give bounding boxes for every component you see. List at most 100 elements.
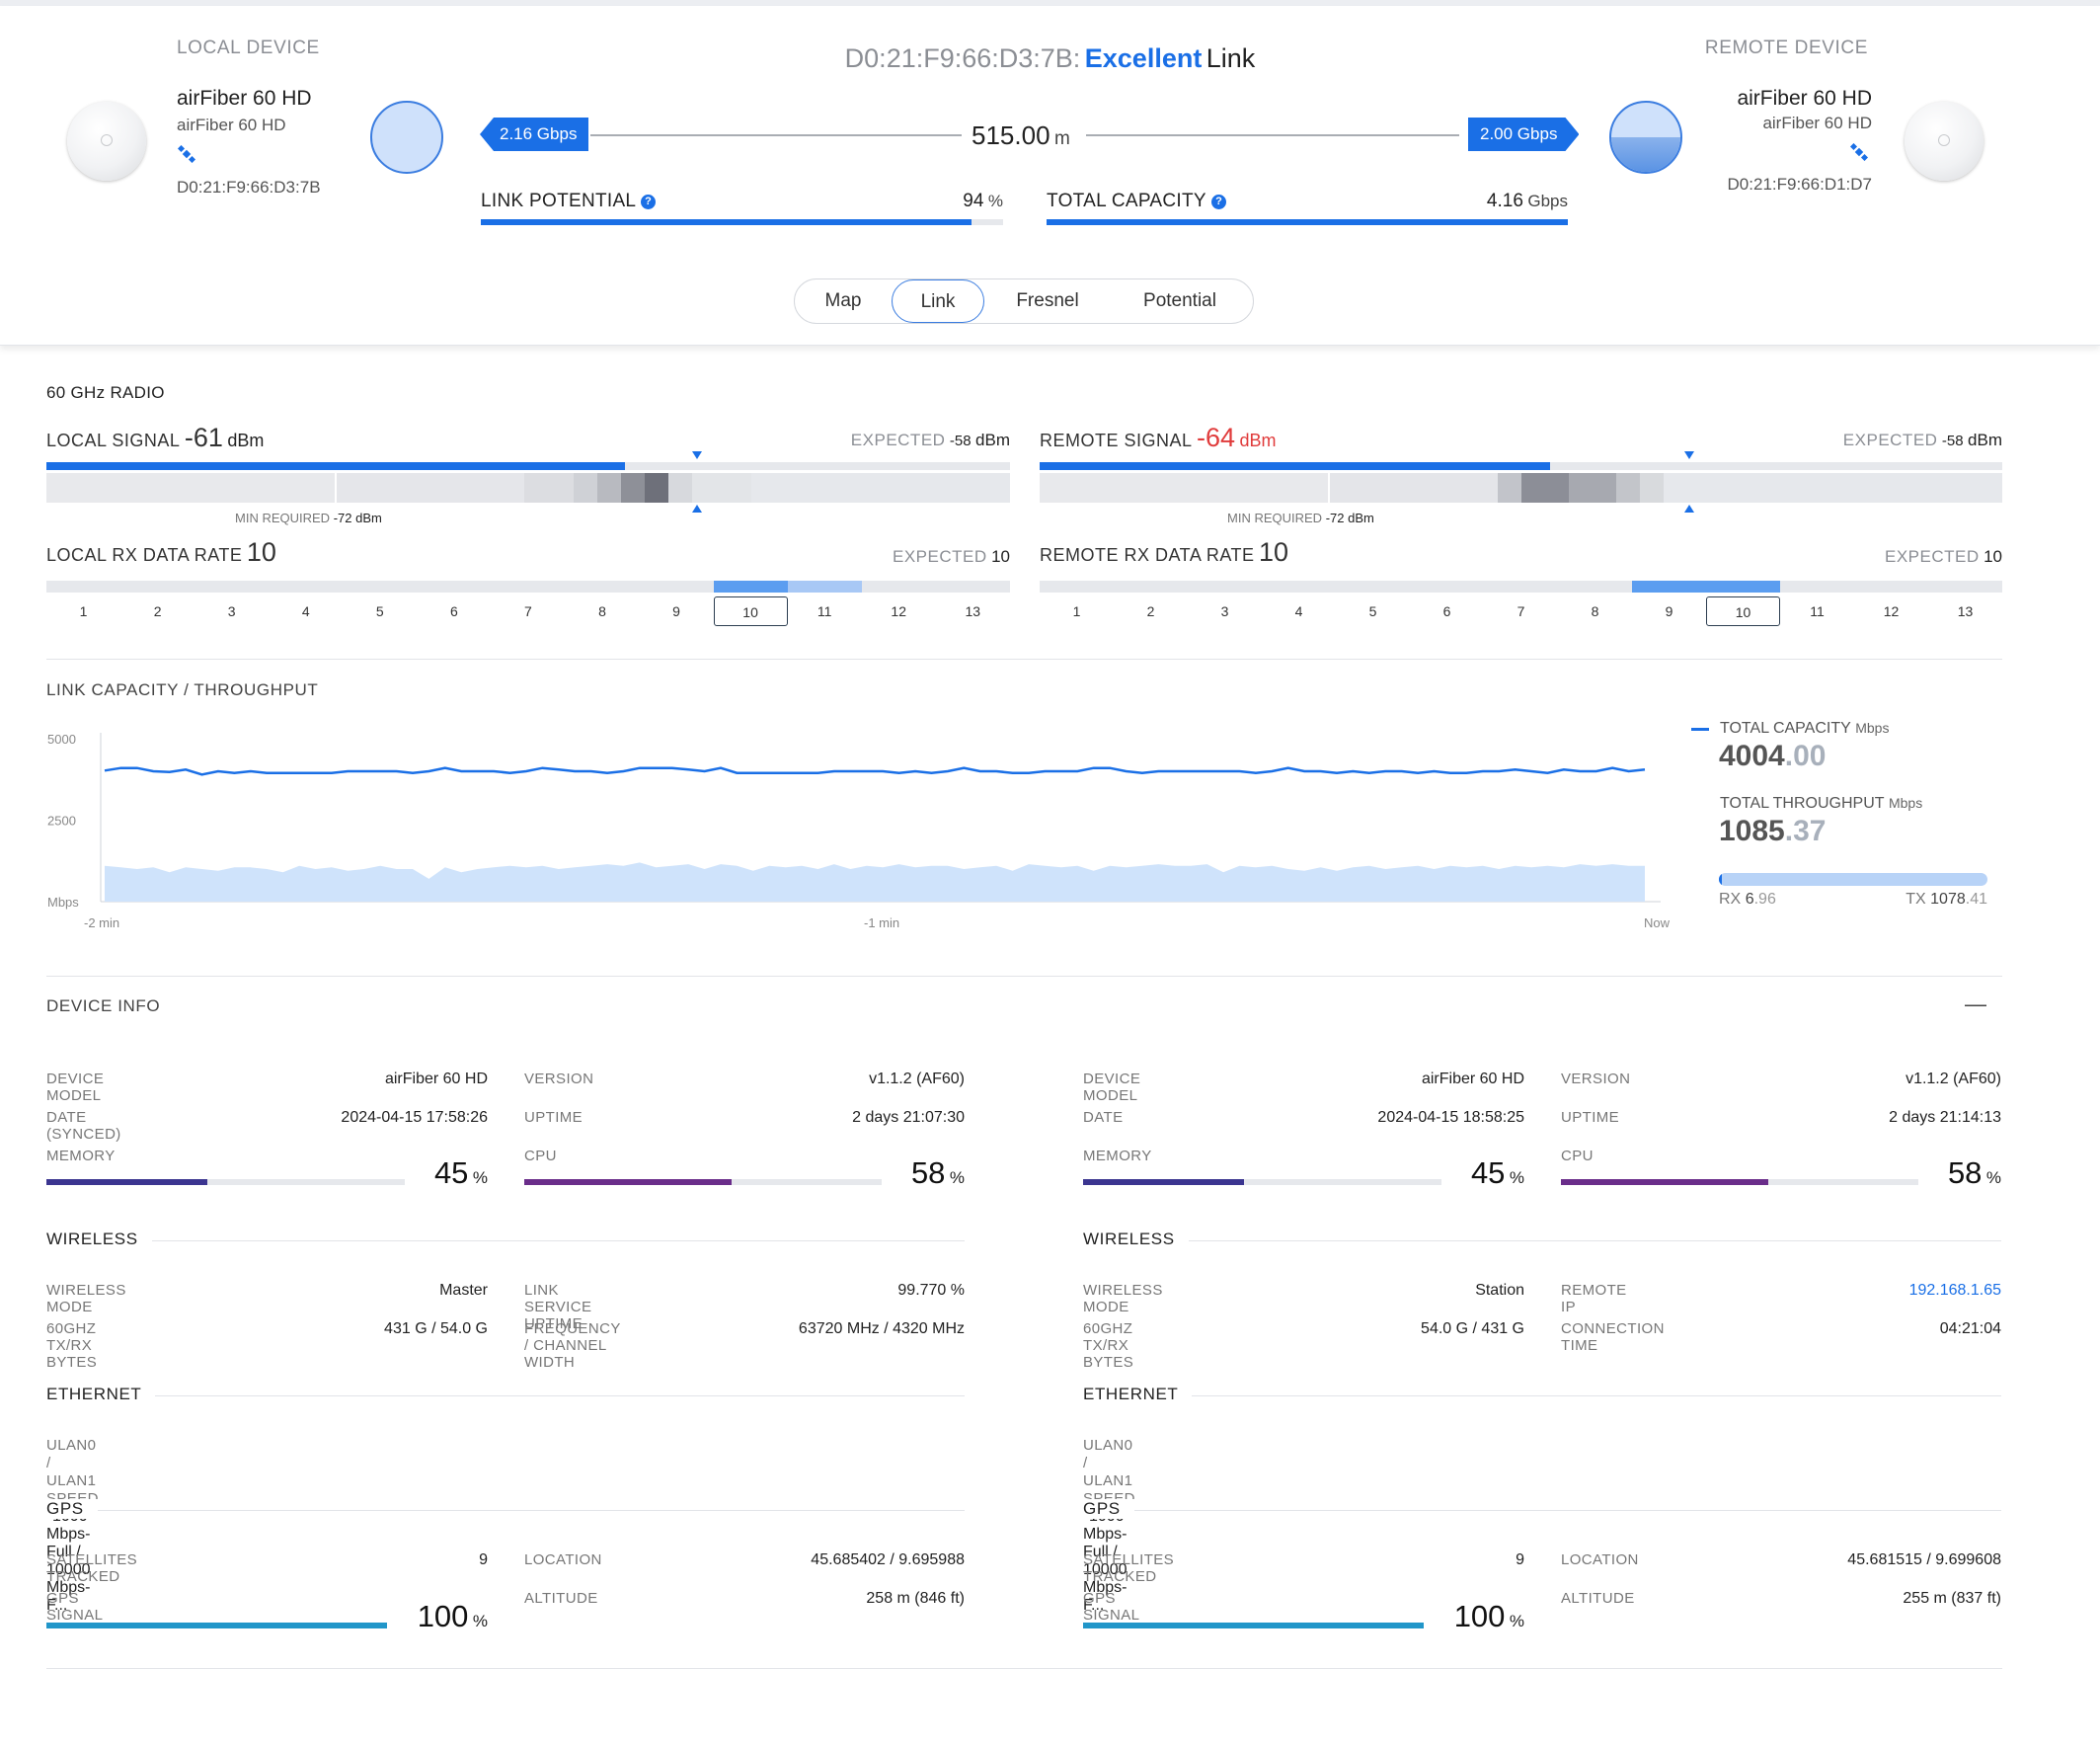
- local-signal-value: -61: [184, 423, 223, 452]
- info-row2-value: 04:21:04: [1939, 1320, 2001, 1337]
- remote-device-heading: REMOTE DEVICE: [1704, 38, 1868, 58]
- tab-potential[interactable]: Potential: [1143, 290, 1216, 311]
- rate-tick: 6: [449, 603, 458, 619]
- uptime-label: UPTIME: [1561, 1109, 1620, 1126]
- remote-rx-track: [1040, 581, 2002, 593]
- rate-tick: 13: [1957, 603, 1974, 619]
- ethernet-title: ETHERNET: [1083, 1385, 1193, 1404]
- info-row1-value: 192.168.1.65: [1908, 1282, 2001, 1299]
- gps-signal-value: 100: [417, 1599, 469, 1633]
- heat-cell: [1328, 473, 1330, 503]
- tab-map[interactable]: Map: [824, 290, 862, 311]
- total-capacity-track: [1047, 219, 1568, 225]
- date-value: 2024-04-15 18:58:25: [1377, 1109, 1524, 1126]
- link-potential-readout: 94 %: [481, 191, 1003, 212]
- collapse-icon[interactable]: —: [1965, 992, 1986, 1016]
- throughput-int: 1085: [1719, 815, 1785, 847]
- gps-signal-readout: 100 %: [46, 1599, 488, 1634]
- satellites-label: SATELLITES TRACKED: [46, 1551, 138, 1585]
- total-capacity-text: TOTAL CAPACITY: [1047, 191, 1206, 211]
- info-row2-label: FREQUENCY / CHANNEL WIDTH: [524, 1320, 621, 1371]
- help-icon[interactable]: ?: [1211, 195, 1227, 209]
- remote-device-image: [1905, 102, 1983, 181]
- info-row1-label: REMOTE IP: [1561, 1282, 1627, 1315]
- section-divider: [46, 976, 2002, 977]
- remote-device-name[interactable]: airFiber 60 HD: [1737, 87, 1872, 110]
- satellites-value: 9: [1516, 1551, 1524, 1568]
- cpu-fill: [1561, 1179, 1768, 1185]
- heat-cell: [621, 473, 645, 503]
- satellite-icon: [178, 145, 195, 163]
- tx-int: 1078: [1930, 891, 1966, 908]
- gps-signal-unit: %: [472, 1612, 488, 1630]
- info-row1-label: LINK SERVICE UPTIME: [524, 1282, 592, 1332]
- ulan-label: ULAN0 / ULAN1 SPEED: [1083, 1437, 1134, 1507]
- wireless-mode-label: WIRELESS MODE: [1083, 1282, 1163, 1315]
- memory-unit: %: [472, 1168, 488, 1187]
- ubiquiti-logo-icon: [101, 134, 113, 146]
- bytes-label: 60GHZ TX/RX BYTES: [1083, 1320, 1134, 1371]
- memory-fill: [46, 1179, 208, 1185]
- rate-tick: 13: [965, 603, 981, 619]
- tab-fresnel[interactable]: Fresnel: [1016, 290, 1079, 311]
- rate-tick: 8: [598, 603, 606, 619]
- expected-value: -58: [949, 433, 972, 449]
- memory-label: MEMORY: [1083, 1148, 1152, 1164]
- satellites-value: 9: [479, 1551, 488, 1568]
- min-required-value: -72 dBm: [333, 511, 382, 525]
- rate-tick: 4: [1294, 603, 1303, 619]
- expected-unit: dBm: [1968, 431, 2002, 449]
- link-potential-value: 94: [963, 191, 984, 211]
- memory-value: 45: [433, 1155, 469, 1190]
- heat-cell: [1640, 473, 1664, 503]
- ulan-row: ULAN0 / ULAN1 SPEED 1000 Mbps-Full / 100…: [46, 1437, 99, 1615]
- cpu-label: CPU: [1561, 1148, 1594, 1164]
- expected-unit: dBm: [975, 431, 1010, 449]
- tab-link[interactable]: Link: [892, 279, 984, 323]
- device-info-title: DEVICE INFO: [46, 996, 161, 1015]
- cpu-unit: %: [1985, 1168, 2001, 1187]
- remote-rx-ticks: 1 2 3 4 5 6 7 8 9 10 11 12 13: [1040, 596, 2002, 626]
- cpu-readout: 58 %: [1561, 1155, 2001, 1191]
- rate-tick: 9: [1665, 603, 1673, 619]
- tx-readout: TX 1078.41: [1719, 891, 1987, 909]
- wireless-mode-value: Station: [1475, 1282, 1524, 1299]
- local-device-name[interactable]: airFiber 60 HD: [177, 87, 312, 110]
- heat-cell: [1616, 473, 1640, 503]
- total-capacity-label: TOTAL CAPACITY ?: [1047, 191, 1227, 212]
- cpu-value: 58: [910, 1155, 946, 1190]
- view-tabs: Map Link Fresnel Potential: [794, 278, 1254, 324]
- total-capacity-unit: Gbps: [1527, 192, 1568, 210]
- location-label: LOCATION: [524, 1551, 602, 1568]
- min-required-value: -72 dBm: [1325, 511, 1374, 525]
- cpu-track: [524, 1179, 882, 1185]
- expected-marker-icon: [1684, 451, 1694, 459]
- heat-cell: [46, 473, 335, 503]
- expected-label: EXPECTED: [1884, 547, 1980, 566]
- min-required-label: MIN REQUIRED: [235, 511, 331, 525]
- x-tick-label: -1 min: [864, 915, 899, 930]
- expected-value: 10: [991, 547, 1010, 566]
- local-rx-label: LOCAL RX DATA RATE: [46, 545, 243, 565]
- memory-fill: [1083, 1179, 1245, 1185]
- throughput-readout: 1085.37: [1719, 815, 1826, 848]
- ethernet-title: ETHERNET: [46, 1385, 156, 1404]
- throughput-dec: .37: [1784, 815, 1827, 847]
- remote-signal-bubble: [1609, 101, 1682, 174]
- link-potential-unit: %: [987, 192, 1003, 210]
- help-icon[interactable]: ?: [641, 195, 657, 209]
- rate-tick: 11: [1810, 603, 1825, 619]
- link-title: D0:21:F9:66:D3:7B: Excellent Link: [0, 43, 2100, 74]
- local-signal-unit: dBm: [227, 431, 265, 450]
- bytes-value: 431 G / 54.0 G: [384, 1320, 488, 1337]
- heat-cell: [1040, 473, 1328, 503]
- section-divider: [46, 659, 2002, 660]
- device-model-value: airFiber 60 HD: [384, 1071, 488, 1087]
- gps-signal-readout: 100 %: [1083, 1599, 1524, 1634]
- link-line-left: [590, 134, 962, 136]
- location-value: 45.681515 / 9.699608: [1847, 1551, 2001, 1568]
- remote-rx-current-segment: [1632, 581, 1780, 593]
- wireless-mode-label: WIRELESS MODE: [46, 1282, 126, 1315]
- throughput-section-title: LINK CAPACITY / THROUGHPUT: [46, 680, 319, 699]
- tx-dec: .41: [1965, 891, 1987, 908]
